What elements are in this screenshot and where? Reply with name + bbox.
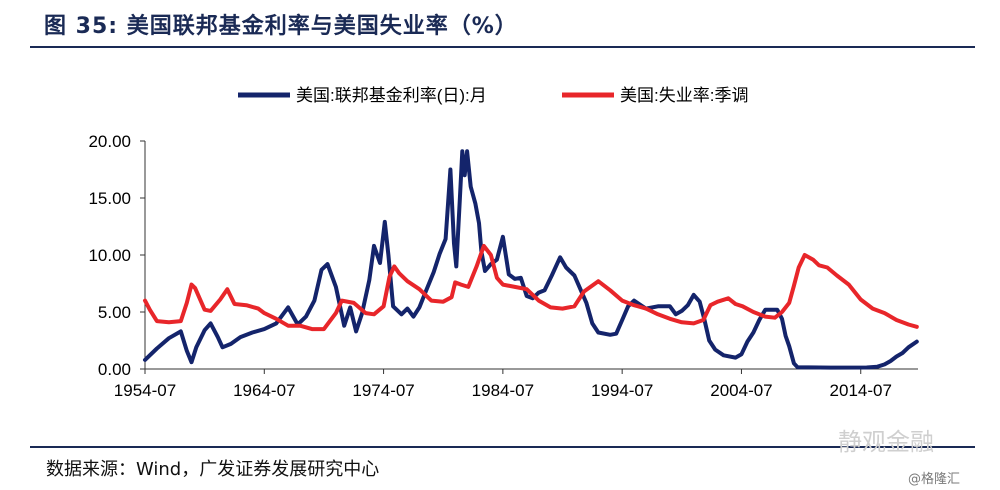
chart-series [143,149,919,370]
title-divider [30,46,975,48]
x-tick-label: 2014-07 [830,381,892,400]
fed-funds-rate-line [143,149,919,370]
chart-axes: 0.00 5.00 10.00 15.00 20.00 1954-07 1964-07 197… [88,132,918,400]
legend-label: 美国:失业率:季调 [620,86,748,105]
unemployment-rate-line [143,243,919,332]
chart-legend: 美国:联邦基金利率(日):月 美国:失业率:季调 [238,86,748,105]
x-tick-label: 1954-07 [114,381,176,400]
y-tick-label: 0.00 [98,360,131,379]
y-tick-label: 15.00 [88,189,131,208]
y-tick-label: 5.00 [98,303,131,322]
x-tick-label: 1994-07 [591,381,653,400]
y-tick-label: 20.00 [88,132,131,151]
data-source-note: 数据来源：Wind，广发证券发展研究中心 [46,459,380,480]
x-tick-label: 1964-07 [233,381,295,400]
watermark-credit: @格隆汇 [908,472,961,487]
x-tick-label: 1984-07 [472,381,534,400]
line-chart: 0.00 5.00 10.00 15.00 20.00 1954-07 1964-07 197… [88,86,919,400]
x-tick-label: 2004-07 [710,381,772,400]
watermark-logo: 静观金融 [838,428,934,456]
legend-label: 美国:联邦基金利率(日):月 [296,86,487,105]
y-tick-label: 10.00 [88,246,131,265]
figure-title: 图 35: 美国联邦基金利率与美国失业率（%） [44,14,518,39]
footer-divider [30,446,975,448]
x-tick-label: 1974-07 [352,381,414,400]
